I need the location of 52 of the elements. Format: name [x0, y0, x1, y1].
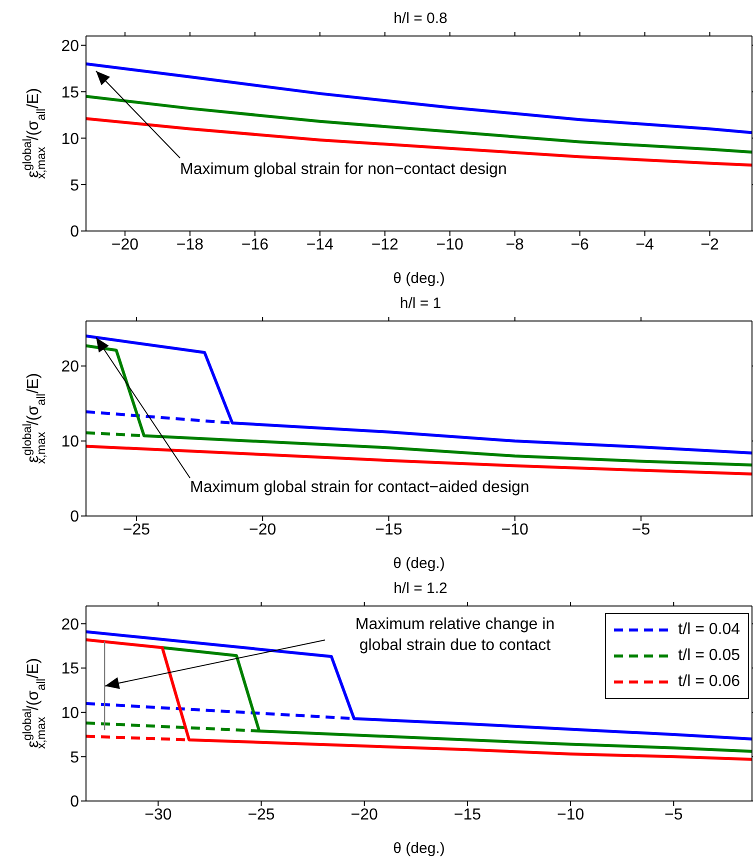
x-tick-label: −5 — [664, 806, 683, 824]
x-tick-label: −4 — [636, 236, 654, 254]
x-tick-label: −20 — [111, 236, 139, 254]
x-tick-label: −10 — [556, 806, 584, 824]
line-series — [86, 334, 752, 454]
chart-title: h/l = 1.2 — [392, 579, 448, 599]
y-tick-label: 20 — [61, 616, 80, 634]
y-tick-label: 10 — [61, 130, 80, 148]
annotation: Maximum global strain for contact−aided design — [190, 479, 530, 496]
x-tick-label: −12 — [371, 236, 399, 254]
line-series — [86, 444, 752, 476]
y-tick-label: 15 — [61, 84, 80, 102]
y-tick-label: 20 — [61, 38, 80, 55]
y-tick-label: 10 — [61, 434, 80, 451]
x-tick-label: −15 — [454, 806, 482, 824]
y-tick-label: 5 — [70, 177, 80, 194]
annotation: Maximum global strain for non−contact design — [180, 161, 507, 178]
y-tick-label: 0 — [70, 224, 80, 241]
x-tick-label: −16 — [241, 236, 269, 254]
x-tick-label: −30 — [144, 806, 172, 824]
line-series — [86, 344, 752, 466]
annotation: Maximum relative change in global strain due to contact — [355, 616, 555, 654]
legend-label: t/l = 0.04 — [678, 621, 740, 639]
chart-title: h/l = 0.8 — [392, 9, 448, 29]
y-tick-label: 0 — [70, 794, 80, 811]
x-tick-label: −15 — [375, 521, 402, 538]
y-tick-label: 10 — [61, 705, 80, 722]
x-tick-label: −18 — [176, 236, 204, 254]
y-tick-label: 0 — [70, 508, 80, 526]
legend-label: t/l = 0.06 — [678, 673, 740, 691]
x-axis-title: θ (deg.) — [393, 270, 445, 287]
line-series — [86, 62, 752, 134]
line-series — [86, 94, 752, 154]
line-series — [86, 638, 752, 761]
x-tick-label: −5 — [632, 521, 650, 538]
y-tick-label: 5 — [70, 749, 80, 766]
x-tick-label: −14 — [306, 236, 334, 254]
y-tick-label: 15 — [61, 660, 80, 678]
x-tick-label: −10 — [436, 236, 464, 254]
x-tick-label: −8 — [506, 236, 524, 254]
x-tick-label: −25 — [248, 806, 275, 824]
legend-label: t/l = 0.05 — [678, 647, 740, 665]
x-tick-label: −20 — [350, 806, 378, 824]
x-axis-title: θ (deg.) — [393, 555, 445, 572]
x-axis-title: θ (deg.) — [393, 840, 445, 857]
y-tick-label: 20 — [61, 358, 80, 376]
x-tick-label: −10 — [501, 521, 529, 538]
x-tick-label: −6 — [570, 236, 590, 254]
x-tick-label: −2 — [700, 236, 719, 254]
x-tick-label: −20 — [249, 521, 276, 538]
chart-title: h/l = 1 — [398, 294, 442, 314]
x-tick-label: −25 — [122, 521, 150, 538]
